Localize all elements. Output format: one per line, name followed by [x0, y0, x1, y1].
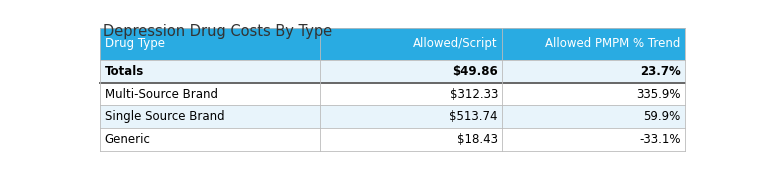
Text: Depression Drug Costs By Type: Depression Drug Costs By Type	[103, 24, 332, 39]
Text: $312.33: $312.33	[450, 88, 498, 100]
Text: Generic: Generic	[105, 133, 151, 146]
Text: $49.86: $49.86	[452, 65, 498, 78]
Text: $513.74: $513.74	[450, 110, 498, 123]
Text: Allowed/Script: Allowed/Script	[414, 37, 498, 50]
Text: 59.9%: 59.9%	[643, 110, 680, 123]
Text: Single Source Brand: Single Source Brand	[105, 110, 224, 123]
Text: 23.7%: 23.7%	[640, 65, 680, 78]
Text: -33.1%: -33.1%	[639, 133, 680, 146]
Text: Allowed PMPM % Trend: Allowed PMPM % Trend	[545, 37, 680, 50]
Text: 335.9%: 335.9%	[636, 88, 680, 100]
Text: Multi-Source Brand: Multi-Source Brand	[105, 88, 218, 100]
Text: $18.43: $18.43	[457, 133, 498, 146]
Text: Totals: Totals	[105, 65, 144, 78]
Text: Drug Type: Drug Type	[105, 37, 165, 50]
